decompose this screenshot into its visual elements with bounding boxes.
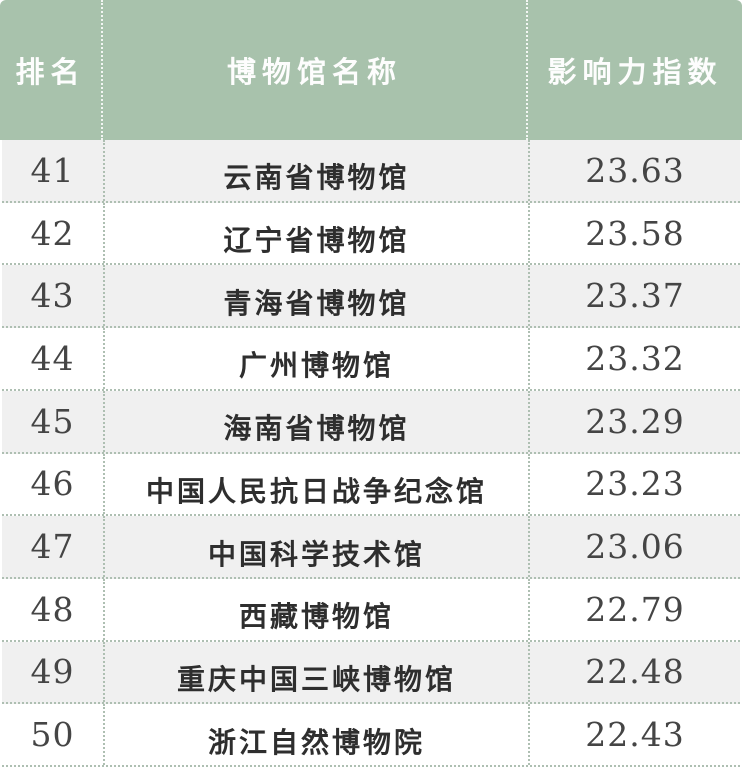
table-row: 45 海南省博物馆 23.29 <box>2 390 740 454</box>
rank-cell: 44 <box>2 328 105 389</box>
index-cell: 23.32 <box>585 338 685 378</box>
table-row: 49 重庆中国三峡博物馆 22.48 <box>2 641 740 705</box>
name-cell: 浙江自然博物院 <box>105 704 530 766</box>
index-cell: 23.06 <box>585 527 685 567</box>
name-cell: 青海省博物馆 <box>105 265 530 327</box>
table-row: 50 浙江自然博物院 22.43 <box>2 704 740 767</box>
rank-cell: 48 <box>2 578 105 640</box>
name-cell: 中国人民抗日战争纪念馆 <box>105 453 530 515</box>
name-cell: 海南省博物馆 <box>105 390 530 452</box>
rank-cell: 42 <box>2 202 105 264</box>
table-row: 42 辽宁省博物馆 23.58 <box>2 202 740 266</box>
name-cell: 重庆中国三峡博物馆 <box>105 641 530 703</box>
header-cell-rank: 排名 <box>0 0 103 140</box>
index-cell: 23.29 <box>585 401 685 441</box>
table-body: 41 云南省博物馆 23.63 42 辽宁省博物馆 23.58 43 青海省博物… <box>0 140 742 767</box>
table-row: 41 云南省博物馆 23.63 <box>2 140 740 203</box>
rank-cell: 41 <box>2 140 105 201</box>
table-row: 48 西藏博物馆 22.79 <box>2 578 740 642</box>
rank-cell: 47 <box>2 516 105 577</box>
table-row: 46 中国人民抗日战争纪念馆 23.23 <box>2 453 740 517</box>
name-cell: 辽宁省博物馆 <box>105 202 530 264</box>
index-cell: 23.23 <box>585 464 685 504</box>
header-cell-influence-index: 影响力指数 <box>547 57 723 89</box>
index-cell: 23.37 <box>585 276 685 316</box>
rank-cell: 46 <box>2 453 105 515</box>
rank-cell: 45 <box>2 390 105 452</box>
name-cell: 云南省博物馆 <box>105 140 530 201</box>
rank-cell: 49 <box>2 641 105 703</box>
index-cell: 23.58 <box>585 213 685 253</box>
table-row: 44 广州博物馆 23.32 <box>2 328 740 391</box>
table-row: 43 青海省博物馆 23.37 <box>2 265 740 329</box>
rank-cell: 43 <box>2 265 105 327</box>
index-cell: 23.63 <box>585 150 685 190</box>
name-cell: 中国科学技术馆 <box>105 516 530 577</box>
name-cell: 广州博物馆 <box>105 328 530 389</box>
header-cell-museum-name: 博物馆名称 <box>103 0 528 140</box>
rank-cell: 50 <box>2 704 105 766</box>
name-cell: 西藏博物馆 <box>105 578 530 640</box>
table-header: 排名 博物馆名称 影响力指数 <box>0 0 742 140</box>
table-row: 47 中国科学技术馆 23.06 <box>2 516 740 579</box>
index-cell: 22.48 <box>585 652 685 692</box>
index-cell: 22.79 <box>585 589 685 629</box>
index-cell: 22.43 <box>585 715 685 755</box>
